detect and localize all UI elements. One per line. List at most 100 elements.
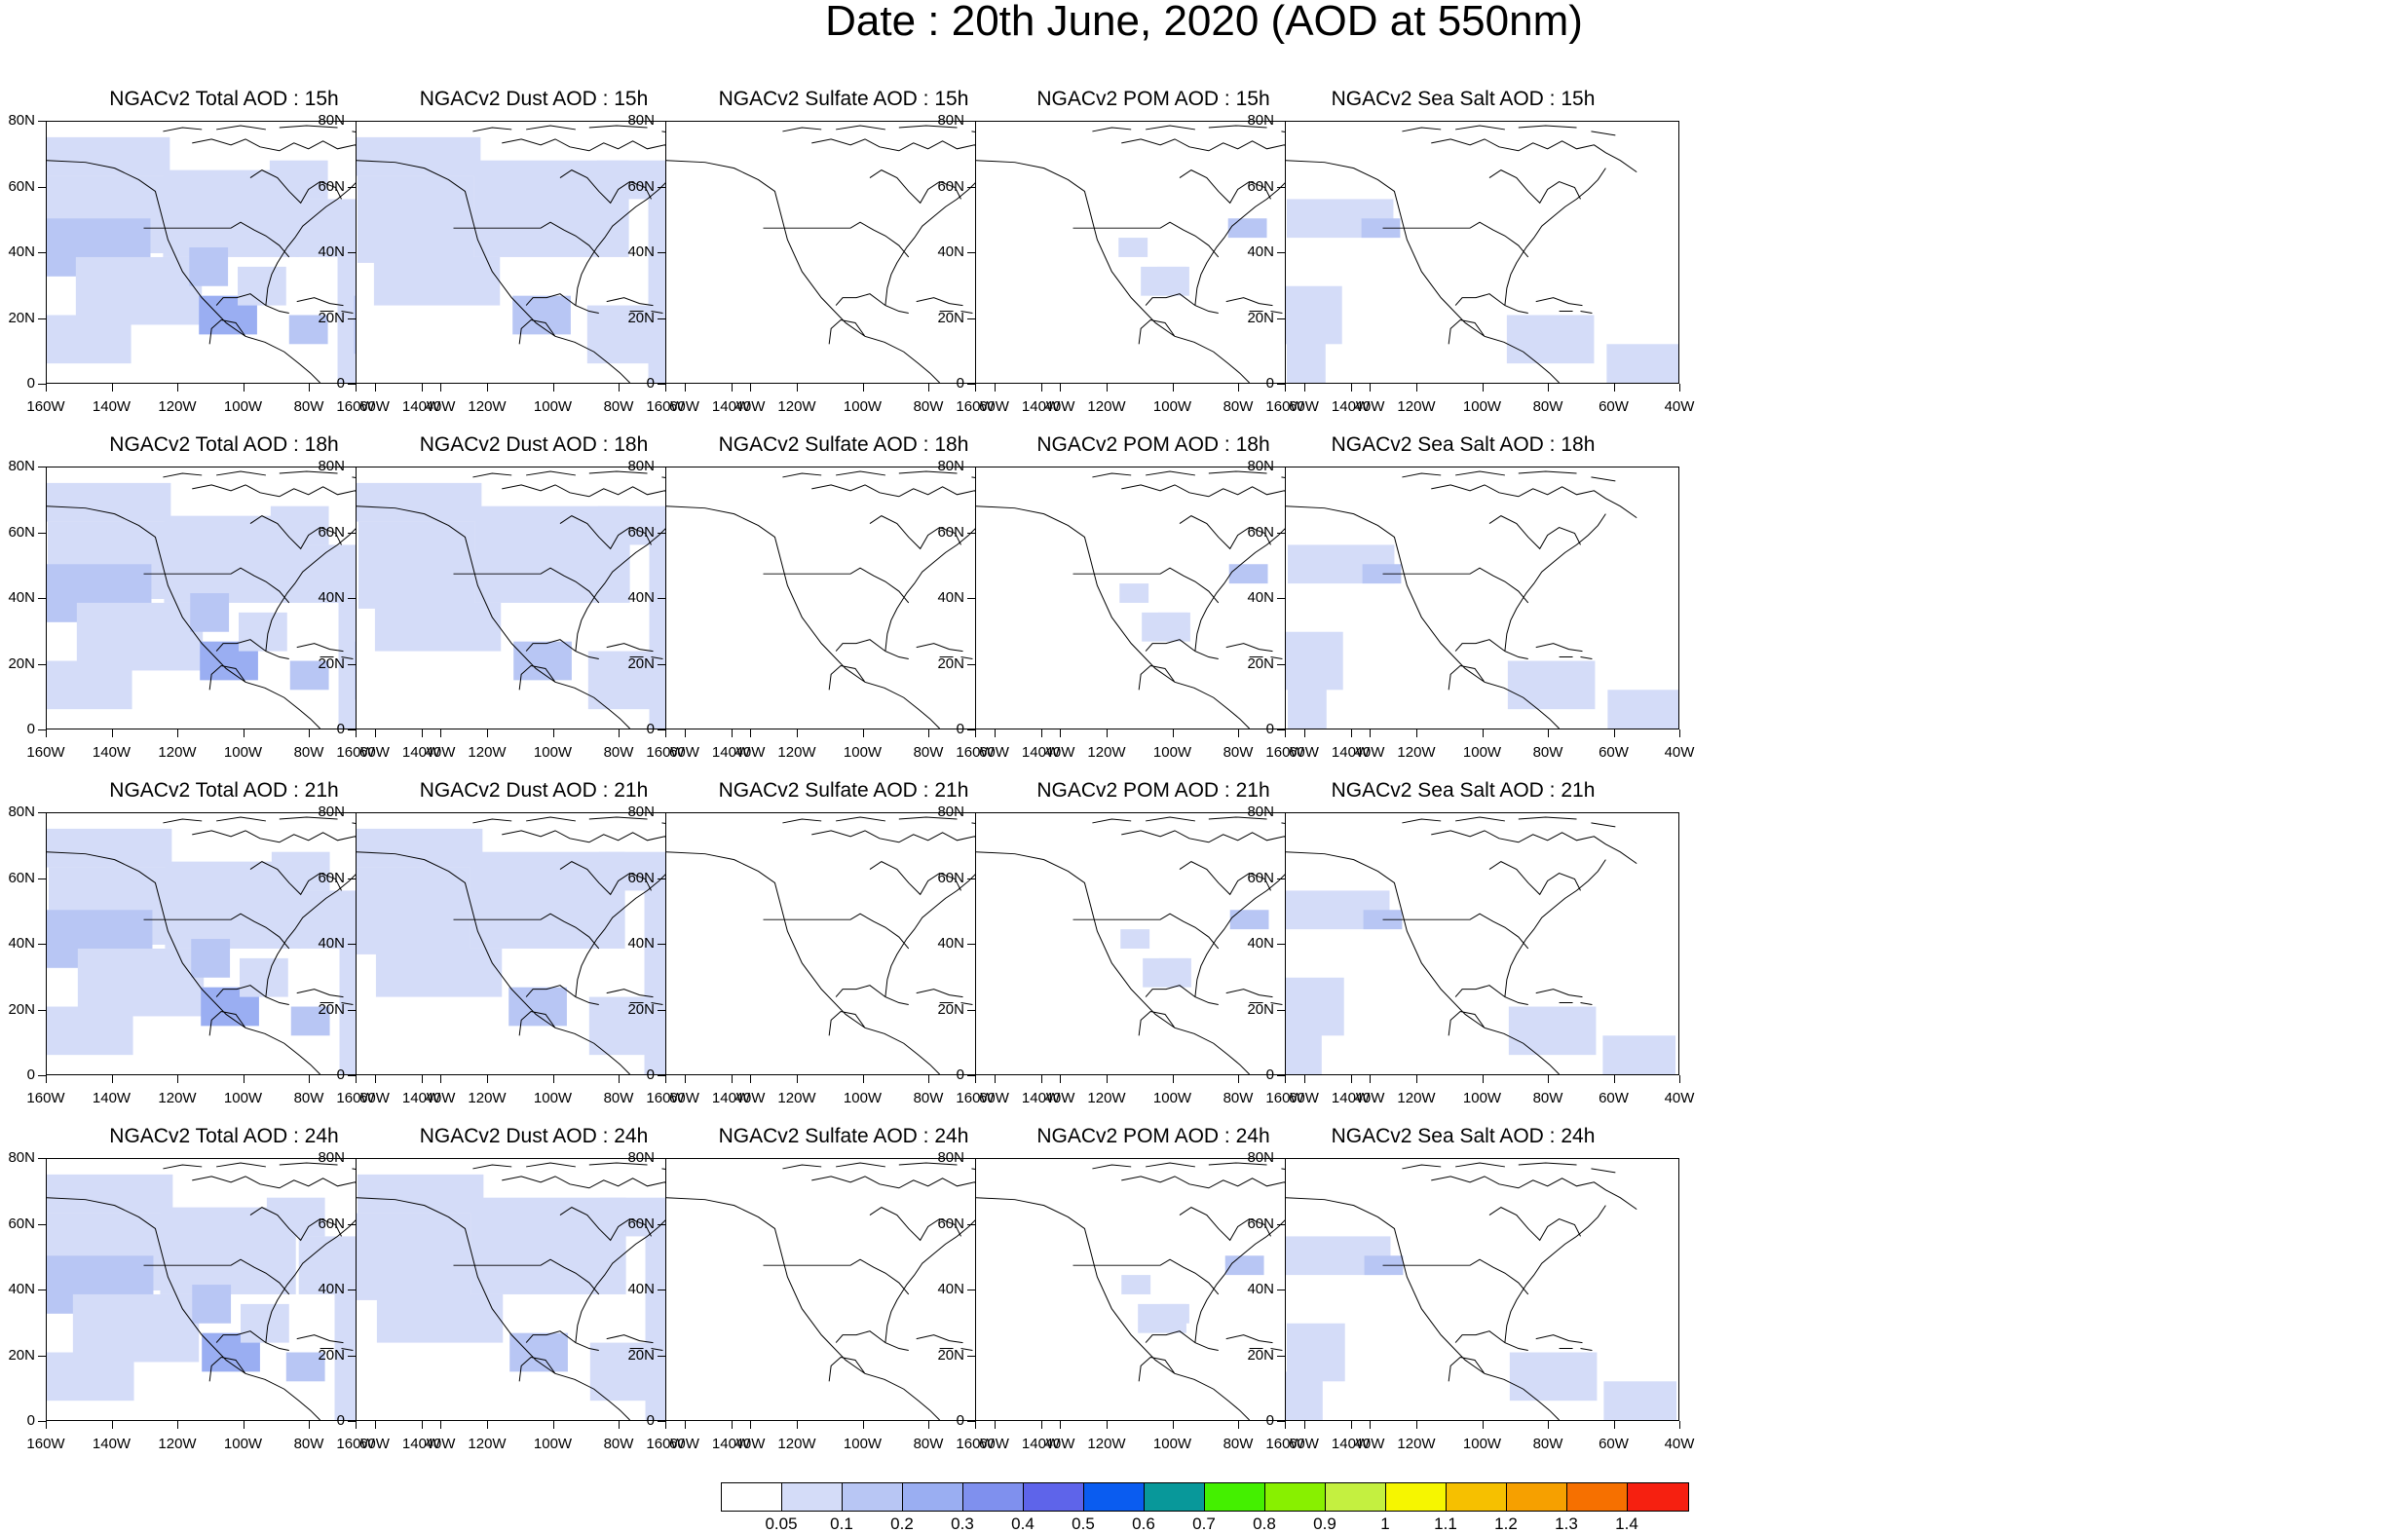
aod-patch (1227, 218, 1267, 239)
longitude-tick (1172, 1421, 1174, 1429)
latitude-label: 40N (318, 1281, 345, 1297)
latitude-label: 40N (318, 935, 345, 952)
longitude-tick (1172, 384, 1174, 392)
aod-patch (508, 987, 567, 1027)
longitude-tick (1679, 1075, 1680, 1083)
latitude-tick (348, 252, 356, 253)
longitude-tick (421, 1075, 423, 1083)
map-svg (976, 125, 1328, 383)
latitude-tick (967, 318, 975, 319)
latitude-label: 60N (318, 1215, 345, 1232)
longitude-tick (1303, 729, 1305, 737)
coastline (357, 1162, 708, 1420)
longitude-tick (1482, 384, 1484, 392)
aod-patch (76, 602, 204, 671)
aod-patch (290, 1006, 330, 1036)
latitude-tick (658, 663, 665, 665)
colorbar-label: 0.1 (830, 1514, 853, 1533)
longitude-label: 100W (533, 398, 573, 415)
latitude-tick (348, 729, 356, 730)
longitude-label: 120W (1397, 1090, 1436, 1106)
longitude-label: 160W (956, 398, 995, 415)
latitude-label: 20N (627, 654, 655, 672)
aod-patch (1286, 1371, 1323, 1420)
aod-patch (513, 641, 572, 681)
longitude-tick (750, 1075, 751, 1083)
longitude-label: 60W (1599, 744, 1629, 761)
longitude-tick (1548, 729, 1549, 737)
longitude-tick (309, 1421, 310, 1429)
latitude-tick (1277, 663, 1285, 665)
aod-patch (1607, 690, 1678, 729)
latitude-label: 60N (937, 523, 964, 541)
aod-patch (1286, 1323, 1345, 1382)
latitude-label: 60N (627, 1215, 655, 1232)
latitude-label: 60N (8, 177, 35, 195)
longitude-label: 60W (1289, 1436, 1319, 1452)
map-svg (976, 470, 1328, 729)
longitude-label: 140W (92, 744, 132, 761)
latitude-label: 20N (937, 654, 964, 672)
longitude-label: 60W (1289, 398, 1319, 415)
latitude-label: 20N (627, 309, 655, 326)
latitude-tick (1277, 1158, 1285, 1159)
longitude-tick (731, 729, 733, 737)
coastline (666, 1162, 1018, 1420)
longitude-label: 40W (1354, 744, 1385, 761)
latitude-label: 20N (627, 1346, 655, 1364)
aod-patch (586, 305, 665, 364)
longitude-label: 100W (223, 398, 263, 415)
latitude-tick (1277, 384, 1285, 385)
longitude-label: 120W (158, 1090, 197, 1106)
latitude-tick (348, 318, 356, 319)
map-svg (1286, 125, 1678, 383)
longitude-tick (1370, 729, 1371, 737)
longitude-tick (309, 1075, 310, 1083)
latitude-tick (348, 1223, 356, 1225)
longitude-label: 140W (1021, 1436, 1061, 1452)
colorbar-label: 0.4 (1011, 1514, 1035, 1533)
latitude-label: 80N (318, 458, 345, 474)
longitude-label: 60W (669, 1090, 699, 1106)
latitude-label: 20N (937, 309, 964, 326)
latitude-tick (658, 1355, 665, 1357)
longitude-tick (1370, 1421, 1371, 1429)
longitude-label: 40W (1044, 744, 1075, 761)
longitude-label: 40W (1044, 1436, 1075, 1452)
aod-patch (376, 1293, 504, 1343)
aod-patch (289, 660, 329, 691)
longitude-label: 100W (1152, 1090, 1192, 1106)
aod-patch (191, 939, 231, 978)
longitude-tick (309, 384, 310, 392)
colorbar-box (903, 1483, 963, 1511)
longitude-tick (1679, 384, 1680, 392)
longitude-tick (421, 1421, 423, 1429)
longitude-label: 40W (1354, 1436, 1385, 1452)
longitude-tick (46, 384, 47, 392)
aod-patch (357, 1174, 484, 1214)
longitude-label: 80W (1532, 1090, 1563, 1106)
longitude-tick (1107, 384, 1108, 392)
latitude-label: 40N (937, 935, 964, 952)
latitude-label: 20N (8, 1346, 35, 1364)
colorbar-box (1265, 1483, 1326, 1511)
aod-patch (1508, 1006, 1597, 1056)
colorbar-box (1567, 1483, 1628, 1511)
longitude-tick (619, 384, 620, 392)
longitude-label: 40W (1664, 1090, 1695, 1106)
map-svg (976, 1162, 1328, 1420)
longitude-tick (243, 384, 245, 392)
longitude-tick (731, 1075, 733, 1083)
latitude-label: 20N (937, 1346, 964, 1364)
longitude-label: 100W (533, 1090, 573, 1106)
longitude-label: 120W (468, 1436, 507, 1452)
longitude-tick (374, 1075, 376, 1083)
longitude-label: 120W (777, 1436, 816, 1452)
aod-patch (357, 828, 483, 868)
longitude-tick (1613, 1075, 1615, 1083)
panel-title: NGACv2 POM AOD : 24h (1036, 1125, 1270, 1147)
longitude-tick (1172, 1075, 1174, 1083)
latitude-label: 80N (627, 112, 655, 129)
longitude-label: 120W (777, 1090, 816, 1106)
longitude-label: 160W (26, 1436, 65, 1452)
